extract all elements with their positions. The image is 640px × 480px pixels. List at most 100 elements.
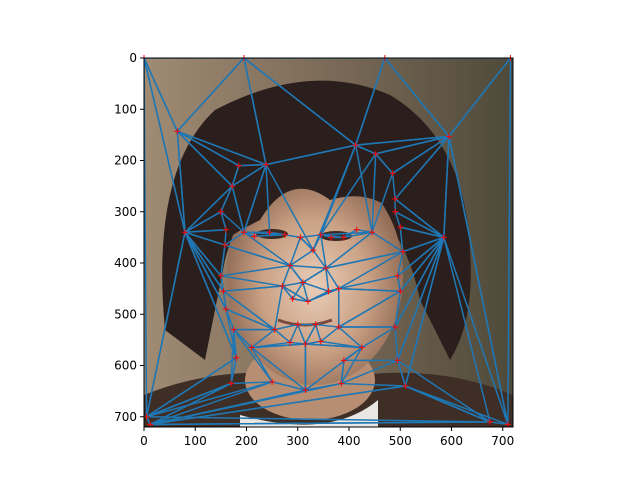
triangle-50 <box>281 264 304 287</box>
landmark-point-16 <box>223 226 229 233</box>
landmark-point-52 <box>287 339 294 346</box>
landmark-point-59 <box>228 380 235 387</box>
triangle-46 <box>343 228 373 239</box>
landmark-point-48 <box>312 321 319 328</box>
landmark-point-41 <box>220 288 227 295</box>
axes-frame <box>143 57 514 428</box>
landmark-point-60 <box>269 378 276 385</box>
y-tick-label-500: 500 <box>114 307 137 321</box>
y-tick-label-100: 100 <box>114 102 137 116</box>
x-tick-label-400: 400 <box>338 434 361 448</box>
landmark-points <box>141 55 514 428</box>
triangle-47 <box>289 236 314 267</box>
landmark-point-13 <box>182 229 188 236</box>
x-tick-label-600: 600 <box>440 434 463 448</box>
landmark-point-4 <box>174 128 181 135</box>
triangle-18 <box>265 144 357 251</box>
landmark-point-31 <box>369 229 376 236</box>
x-tick-label-500: 500 <box>389 434 412 448</box>
landmark-point-32 <box>287 262 294 269</box>
triangle-51 <box>302 267 330 292</box>
landmark-point-7 <box>372 150 379 157</box>
landmark-point-39 <box>335 285 342 292</box>
landmark-point-11 <box>389 170 396 177</box>
landmark-point-17 <box>221 242 228 249</box>
photo-hair <box>162 80 471 361</box>
x-tick-label-0: 0 <box>140 434 148 448</box>
landmark-point-22 <box>251 233 258 240</box>
landmark-point-15 <box>217 208 224 215</box>
triangle-74 <box>232 328 273 383</box>
y-tick-label-300: 300 <box>114 205 137 219</box>
triangle-88 <box>396 359 491 423</box>
landmark-point-58 <box>394 357 401 364</box>
triangle-42 <box>243 231 286 238</box>
triangle-78 <box>340 359 399 385</box>
axis-ticks: 0 100 200 300 400 500 600 700010020030040050060… <box>114 51 514 448</box>
landmark-point-21 <box>240 229 247 236</box>
y-tick-label-400: 400 <box>114 256 137 270</box>
landmark-point-40 <box>217 272 224 279</box>
landmark-point-56 <box>233 354 240 361</box>
landmark-point-50 <box>392 324 399 331</box>
landmark-point-20 <box>399 248 406 255</box>
x-tick-label-100: 100 <box>184 434 207 448</box>
landmark-point-66 <box>486 418 493 425</box>
triangle-67 <box>297 323 317 345</box>
landmark-point-10 <box>229 183 236 190</box>
landmark-point-46 <box>271 326 278 333</box>
x-tick-label-300: 300 <box>286 434 309 448</box>
landmark-point-33 <box>322 265 329 272</box>
triangulation-edges <box>144 58 512 426</box>
landmark-point-54 <box>317 338 324 345</box>
triangle-56 <box>220 244 291 277</box>
landmark-point-63 <box>402 383 409 389</box>
landmark-point-65 <box>147 421 154 428</box>
landmark-point-53 <box>302 340 309 347</box>
landmark-point-18 <box>392 208 399 215</box>
landmark-point-23 <box>266 229 273 236</box>
landmark-point-38 <box>325 288 332 295</box>
landmark-point-6 <box>352 142 359 149</box>
triangle-54 <box>291 281 309 303</box>
landmark-point-24 <box>281 231 288 238</box>
landmark-point-26 <box>310 247 317 254</box>
y-tick-label-700: 700 <box>114 410 137 424</box>
landmark-point-51 <box>248 344 255 351</box>
landmark-point-42 <box>223 306 229 313</box>
landmark-point-9 <box>262 161 269 168</box>
landmark-point-64 <box>143 413 150 420</box>
triangle-45 <box>320 234 345 239</box>
triangle-68 <box>314 323 340 343</box>
x-tick-label-200: 200 <box>235 434 258 448</box>
landmark-point-43 <box>394 272 401 279</box>
triangle-61 <box>222 285 284 331</box>
landmark-point-14 <box>440 234 447 241</box>
landmark-point-55 <box>358 344 365 351</box>
landmark-point-5 <box>445 133 452 140</box>
triangle-66 <box>273 323 299 344</box>
landmark-point-28 <box>328 234 335 241</box>
landmark-point-67 <box>504 421 511 428</box>
y-tick-label-200: 200 <box>114 154 137 168</box>
triangle-23 <box>371 153 394 233</box>
triangle-25 <box>220 185 245 233</box>
landmark-point-25 <box>297 234 304 241</box>
triangle-48 <box>312 234 327 269</box>
triangle-86 <box>145 382 232 426</box>
face-photo <box>144 58 513 427</box>
landmark-point-61 <box>302 387 309 394</box>
landmark-point-30 <box>353 226 360 233</box>
triangle-53 <box>307 287 340 303</box>
triangle-69 <box>338 326 396 349</box>
landmark-point-12 <box>392 195 399 202</box>
landmark-point-27 <box>317 231 324 238</box>
triangle-20 <box>243 163 271 233</box>
landmark-point-44 <box>397 288 404 295</box>
landmark-point-34 <box>299 279 306 286</box>
landmark-point-45 <box>230 326 237 333</box>
y-tick-label-0: 0 <box>129 51 137 65</box>
triangle-76 <box>304 343 363 391</box>
landmark-point-35 <box>279 283 286 290</box>
